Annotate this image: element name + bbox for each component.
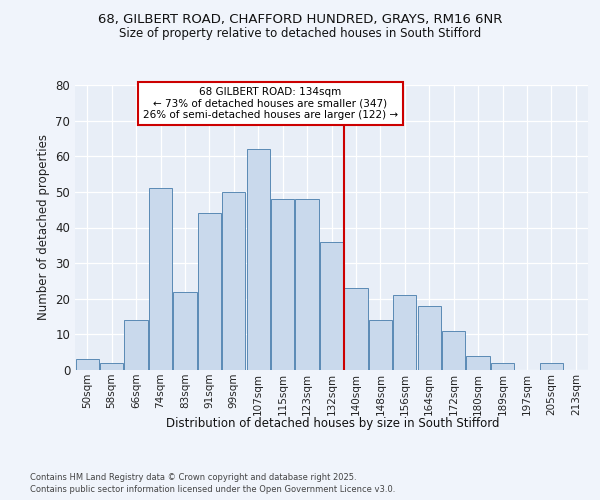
Bar <box>247 149 270 370</box>
Text: Contains public sector information licensed under the Open Government Licence v3: Contains public sector information licen… <box>30 485 395 494</box>
Bar <box>442 331 465 370</box>
Bar <box>100 363 123 370</box>
Bar <box>198 213 221 370</box>
Bar <box>491 363 514 370</box>
Bar <box>149 188 172 370</box>
Bar <box>76 360 99 370</box>
Bar <box>271 199 294 370</box>
Bar <box>320 242 343 370</box>
Bar <box>540 363 563 370</box>
Y-axis label: Number of detached properties: Number of detached properties <box>37 134 50 320</box>
Text: Size of property relative to detached houses in South Stifford: Size of property relative to detached ho… <box>119 28 481 40</box>
Text: Distribution of detached houses by size in South Stifford: Distribution of detached houses by size … <box>166 418 500 430</box>
Bar <box>295 199 319 370</box>
Text: 68, GILBERT ROAD, CHAFFORD HUNDRED, GRAYS, RM16 6NR: 68, GILBERT ROAD, CHAFFORD HUNDRED, GRAY… <box>98 12 502 26</box>
Bar <box>222 192 245 370</box>
Text: 68 GILBERT ROAD: 134sqm
← 73% of detached houses are smaller (347)
26% of semi-d: 68 GILBERT ROAD: 134sqm ← 73% of detache… <box>143 87 398 120</box>
Bar <box>418 306 441 370</box>
Bar <box>369 320 392 370</box>
Bar <box>393 295 416 370</box>
Bar <box>466 356 490 370</box>
Bar <box>173 292 197 370</box>
Bar <box>344 288 368 370</box>
Bar <box>124 320 148 370</box>
Text: Contains HM Land Registry data © Crown copyright and database right 2025.: Contains HM Land Registry data © Crown c… <box>30 472 356 482</box>
